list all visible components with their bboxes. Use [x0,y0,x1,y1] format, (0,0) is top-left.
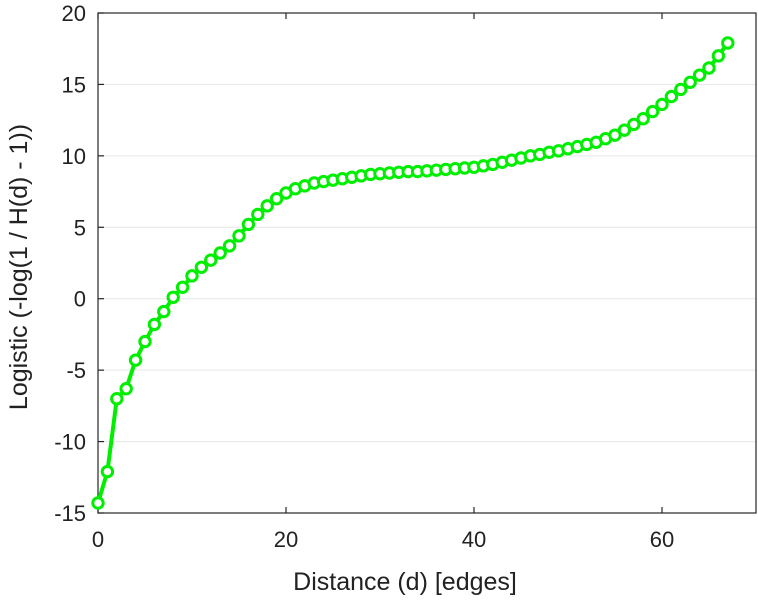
data-point [204,253,218,267]
x-axis-title: Distance (d) [edges] [293,568,517,596]
y-tick-label: 20 [62,1,86,26]
data-point [269,192,284,206]
data-point [147,317,162,332]
data-point [110,392,124,406]
series-markers [91,36,735,510]
data-point [664,89,679,104]
data-point [674,82,688,97]
data-point [692,68,707,82]
data-point [260,199,274,213]
data-point [627,117,641,132]
y-tick-label: -10 [54,430,86,455]
data-point [175,280,190,294]
data-point [702,61,716,75]
x-tick-label: 20 [274,527,298,552]
y-axis-title: Logistic (-log(1 / H(d) - 1)) [5,124,33,410]
data-point [119,382,133,396]
data-point [241,217,256,232]
grid-lines [98,12,756,514]
y-tick-label: 10 [62,144,86,169]
data-point [232,229,246,243]
data-point [683,75,697,89]
data-point [157,304,171,319]
x-tick-label: 60 [650,527,674,552]
plot-frame [97,12,757,514]
data-point [128,353,143,367]
y-tick-label: -5 [66,358,86,383]
data-point [138,334,152,349]
data-point [645,104,660,119]
data-point [711,49,726,63]
data-point [213,246,227,260]
data-point [721,36,735,50]
data-point [222,239,237,253]
data-point [251,207,265,222]
data-point [166,290,180,304]
data-point [91,496,105,510]
y-tick-label: 0 [74,287,86,312]
x-tick-label: 40 [462,527,486,552]
data-point [655,97,669,112]
y-tick-label: 15 [62,72,86,97]
data-point [617,123,632,137]
data-point [185,269,199,283]
x-tick-label: 0 [92,527,104,552]
y-tick-label: -15 [54,501,86,526]
y-tick-label: 5 [74,215,86,240]
data-point [100,464,115,479]
data-point [194,260,209,274]
data-point [636,112,650,126]
